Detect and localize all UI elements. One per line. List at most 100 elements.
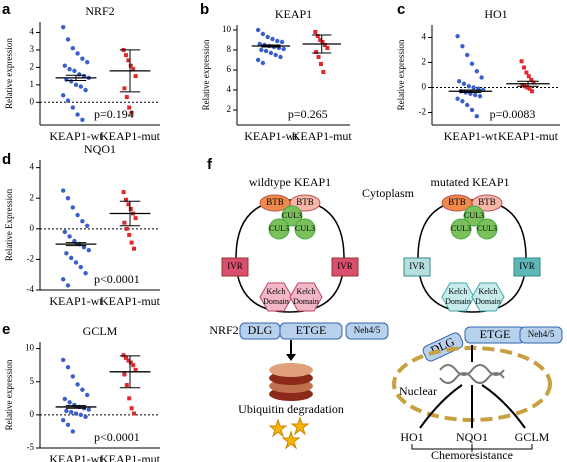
chart-title: NQO1 <box>84 142 116 156</box>
data-point <box>85 223 90 228</box>
p-value: p=0.194 <box>94 107 134 121</box>
data-point <box>132 246 136 251</box>
data-point <box>321 70 326 74</box>
left-title: wildtype KEAP1 <box>249 175 331 189</box>
y-tick-label: 0 <box>30 223 35 233</box>
data-point <box>471 85 476 90</box>
data-point <box>80 56 85 61</box>
data-point <box>75 382 80 387</box>
y-tick-label: -2 <box>27 253 35 263</box>
y-tick-label: 1 <box>30 79 35 89</box>
data-point <box>65 364 71 370</box>
p-value: p=0.265 <box>288 107 328 121</box>
data-point <box>122 372 127 377</box>
y-tick-label: 0 <box>30 96 35 106</box>
data-point <box>61 93 66 98</box>
kelch <box>471 282 505 312</box>
data-point <box>314 50 319 54</box>
data-point <box>61 188 66 193</box>
cul3-label: CUL3 <box>282 211 302 220</box>
btb-label: BTB <box>296 197 314 207</box>
data-point <box>124 226 129 231</box>
y-tick-label: 4 <box>30 162 35 172</box>
data-point <box>455 96 460 101</box>
data-point <box>460 99 465 104</box>
y-tick-label: 10 <box>25 343 35 353</box>
data-point <box>64 251 69 256</box>
data-point <box>259 47 264 53</box>
data-point <box>465 102 470 108</box>
gene-label: GCLM <box>515 430 550 444</box>
data-point <box>129 110 134 115</box>
data-point <box>128 206 133 211</box>
data-point <box>268 50 274 56</box>
data-point <box>527 86 532 91</box>
data-point <box>132 411 136 416</box>
data-point <box>78 412 84 418</box>
right-title: mutated KEAP1 <box>431 175 510 189</box>
x-tick-label: KEAP1-mut <box>100 452 161 462</box>
y-tick-label: 2 <box>30 61 35 71</box>
data-point <box>83 414 88 420</box>
gene-label: HO1 <box>400 430 423 444</box>
domain-label: ETGE <box>296 323 327 337</box>
data-point <box>124 383 129 388</box>
data-point <box>466 84 471 89</box>
data-point <box>320 40 325 44</box>
p-value: p=0.0083 <box>490 107 536 121</box>
data-point <box>126 202 131 207</box>
ivr-label: IVR <box>337 261 353 271</box>
y-tick-label: -4 <box>27 284 35 294</box>
data-point <box>78 84 84 89</box>
data-point <box>80 387 85 392</box>
data-point <box>281 46 286 52</box>
y-tick-label: 5 <box>30 376 35 386</box>
data-point <box>313 30 318 34</box>
data-point <box>260 31 266 37</box>
chart-title: KEAP1 <box>275 7 312 21</box>
cul3 <box>450 218 472 240</box>
chart-title: GCLM <box>83 324 118 338</box>
btb <box>471 194 503 212</box>
ivr <box>221 257 249 277</box>
data-point <box>61 417 66 423</box>
x-tick-label: KEAP1-wt <box>444 129 498 143</box>
panel-label: a <box>2 1 11 18</box>
data-point <box>85 59 90 65</box>
data-point <box>70 45 76 51</box>
data-point <box>128 360 133 365</box>
kelch-label: Domain <box>263 297 289 306</box>
btb-label: BTB <box>448 197 466 207</box>
data-point <box>131 363 136 368</box>
data-point <box>469 107 475 113</box>
x-tick-label: KEAP1-mut <box>100 129 161 143</box>
data-point <box>124 95 129 100</box>
dna <box>439 364 505 384</box>
data-point <box>531 80 536 85</box>
data-point <box>67 66 72 72</box>
data-point <box>73 260 79 265</box>
data-point <box>477 94 483 99</box>
data-point <box>65 283 71 288</box>
y-axis-label: Relative expression <box>4 38 14 109</box>
y-tick-label: 4 <box>422 32 427 42</box>
data-point <box>255 57 261 63</box>
data-point <box>469 61 475 66</box>
data-point <box>83 87 88 93</box>
data-point <box>275 38 280 44</box>
x-tick-label: KEAP1-wt <box>244 129 298 143</box>
data-point <box>530 89 534 94</box>
ivr <box>403 257 431 277</box>
data-point <box>65 37 71 42</box>
data-point <box>315 34 320 38</box>
data-point <box>133 216 138 221</box>
data-point <box>273 52 278 58</box>
data-point <box>70 429 76 434</box>
y-tick-label: -2 <box>419 107 427 117</box>
kelch-label: Domain <box>475 297 501 306</box>
data-point <box>69 410 74 415</box>
data-point <box>65 98 71 103</box>
data-point <box>62 63 67 68</box>
y-axis-label: Relative expression <box>396 39 406 110</box>
data-point <box>279 39 285 45</box>
